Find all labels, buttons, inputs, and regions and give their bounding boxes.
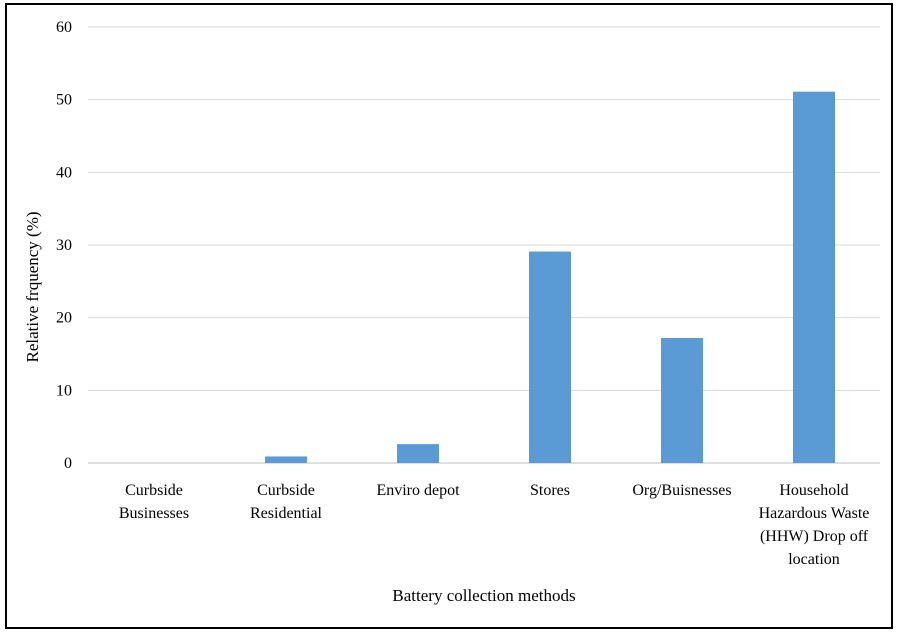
chart-frame xyxy=(5,3,893,629)
y-tick-label: 40 xyxy=(56,164,72,181)
y-tick-label: 30 xyxy=(56,237,72,254)
x-category-label: Enviro depot xyxy=(376,482,460,499)
x-category-label: Household Hazardous Waste (HHW) Drop off lo… xyxy=(759,482,870,568)
x-category-label: Curbside Residential xyxy=(250,482,323,522)
y-tick-labels: 0 10 20 30 40 50 60 xyxy=(56,19,72,472)
bar xyxy=(661,338,703,463)
y-tick-label: 60 xyxy=(56,19,72,36)
y-tick-label: 0 xyxy=(64,455,72,472)
bar xyxy=(529,251,571,463)
x-category-labels: Curbside Businesses Curbside Residential Env… xyxy=(119,482,870,568)
y-tick-label: 20 xyxy=(56,310,72,327)
bar xyxy=(793,91,835,463)
x-category-label: Org/Buisnesses xyxy=(632,482,731,499)
bar xyxy=(397,444,439,463)
bar xyxy=(265,456,307,463)
gridlines xyxy=(88,26,880,464)
bars xyxy=(265,91,835,463)
y-tick-label: 50 xyxy=(56,92,72,109)
x-axis-title: Battery collection methods xyxy=(392,586,575,605)
x-category-label: Stores xyxy=(530,482,570,499)
x-category-label: Curbside Businesses xyxy=(119,482,189,522)
y-tick-label: 10 xyxy=(56,382,72,399)
y-axis-title: Relative frquency (%) xyxy=(23,211,42,362)
